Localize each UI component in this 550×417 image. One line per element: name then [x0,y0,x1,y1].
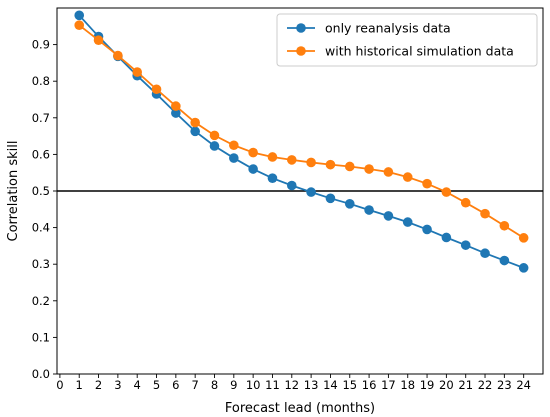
legend-item: only reanalysis data [287,21,451,36]
data-point [74,10,85,21]
legend-item: with historical simulation data [287,44,514,59]
y-tick-label: 0.3 [32,257,50,271]
data-point [480,208,490,219]
data-point [229,140,239,151]
data-point [113,50,123,61]
x-tick-label: 5 [153,378,160,392]
data-point [383,211,394,221]
y-tick-label: 0.0 [32,367,50,381]
data-point [383,167,394,177]
data-point [93,35,104,46]
data-point [248,164,258,174]
data-point [325,159,336,170]
x-tick-label: 10 [246,378,261,392]
data-point [132,67,142,77]
data-point [422,178,432,189]
legend: only reanalysis data with historical simu… [276,13,538,67]
legend-box [276,13,538,67]
data-point [267,152,278,162]
y-tick-label: 0.1 [32,330,50,344]
x-tick-label: 13 [304,378,319,392]
data-point [74,20,85,31]
data-point [460,197,471,208]
x-tick-label: 20 [439,378,454,392]
data-point [306,157,316,168]
x-tick-label: 21 [458,378,473,392]
data-point [190,126,200,137]
data-point [364,164,374,174]
data-point [499,220,510,231]
data-point [422,224,432,235]
y-axis-label: Correlation skill [6,141,21,242]
x-tick-label: 19 [420,378,435,392]
y-tick-label: 0.6 [32,147,50,161]
data-point [499,255,510,266]
data-point [402,172,413,182]
data-point [286,180,297,191]
legend-label: only reanalysis data [325,21,451,36]
data-point [325,193,336,204]
x-tick-label: 16 [362,378,377,392]
data-point [306,187,316,197]
y-tick-label: 0.5 [32,184,50,198]
data-point [171,108,181,118]
data-point [190,117,200,128]
legend-label: with historical simulation data [325,44,514,59]
y-axis-ticks: 0.0 0.1 0.2 0.3 0.4 0.5 0.6 0.7 0.8 0.9 [32,38,57,381]
x-tick-label: 2 [95,378,102,392]
x-axis-label: Forecast lead (months) [225,401,375,416]
x-tick-label: 6 [172,378,179,392]
data-point [344,199,355,209]
data-point [460,240,471,250]
y-tick-label: 0.7 [32,111,50,125]
data-point [441,187,452,197]
data-point [248,147,258,158]
x-tick-label: 9 [230,378,237,392]
data-point [209,130,220,141]
legend-marker [296,46,306,56]
y-tick-label: 0.9 [32,38,50,52]
legend-marker [296,23,306,33]
data-point [518,233,529,243]
x-tick-label: 4 [134,378,141,392]
x-tick-label: 8 [211,378,218,392]
x-axis-ticks: 0 1 2 3 4 5 6 7 8 9 10 11 12 13 14 15 16 17 18 19 20 21 22 23 24 [56,374,531,392]
x-tick-label: 12 [284,378,299,392]
data-point [441,232,452,243]
data-point [480,248,490,259]
x-tick-label: 15 [342,378,357,392]
data-point [171,101,181,111]
x-tick-label: 22 [478,378,493,392]
data-point [267,173,278,183]
data-point [344,161,355,172]
data-point [209,141,220,151]
x-tick-label: 23 [497,378,512,392]
x-tick-label: 11 [265,378,280,392]
x-tick-label: 0 [56,378,63,392]
x-tick-label: 1 [76,378,83,392]
data-point [364,205,374,215]
x-tick-label: 17 [381,378,396,392]
data-point [286,155,297,165]
x-tick-label: 7 [192,378,199,392]
x-tick-label: 18 [400,378,415,392]
data-point [402,217,413,227]
y-tick-label: 0.2 [32,294,50,308]
x-tick-label: 3 [114,378,121,392]
data-point [151,84,162,95]
data-point [229,153,239,163]
y-tick-label: 0.8 [32,74,50,88]
series-2 [74,20,529,243]
series-layer [74,10,529,273]
x-tick-label: 24 [516,378,531,392]
y-tick-label: 0.4 [32,221,50,235]
data-point [518,263,529,273]
x-tick-label: 14 [323,378,338,392]
